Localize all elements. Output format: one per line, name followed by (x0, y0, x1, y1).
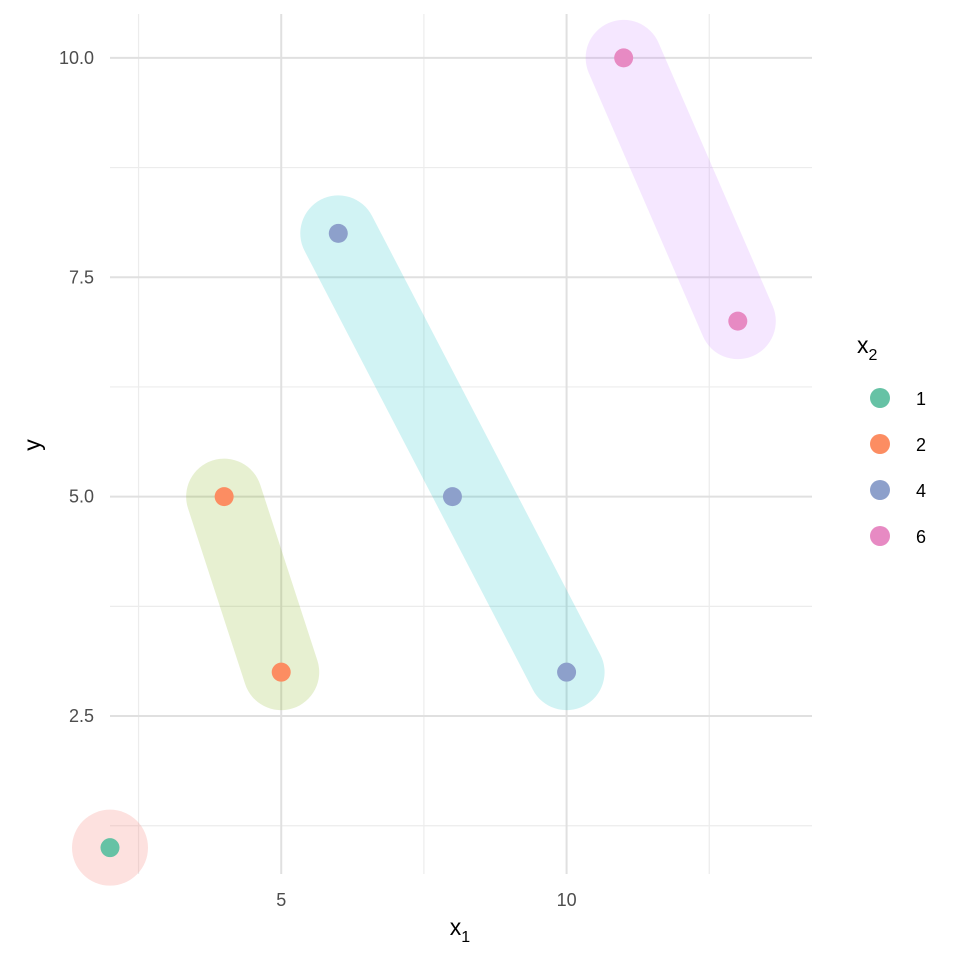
data-point-group-4 (557, 662, 577, 682)
y-tick-label: 7.5 (69, 267, 94, 287)
legend-key-1 (870, 388, 890, 408)
hull-group-2 (186, 458, 320, 711)
data-point-group-6 (728, 311, 748, 331)
legend-key-2 (870, 434, 890, 454)
y-tick-label: 10.0 (59, 48, 94, 68)
minor-gridlines (110, 14, 812, 874)
x-axis-ticks: 5 10 (276, 890, 576, 910)
y-tick-label: 2.5 (69, 706, 94, 726)
x-axis-title: x1 (450, 914, 471, 946)
legend-label-1: 1 (916, 389, 926, 409)
legend-label-6: 6 (916, 527, 926, 547)
data-points (100, 48, 748, 858)
x-tick-label: 5 (276, 890, 286, 910)
hull-group-6 (585, 19, 776, 360)
group-hulls (72, 19, 776, 886)
legend-label-2: 2 (916, 435, 926, 455)
data-point-group-2 (271, 662, 291, 682)
data-point-group-4 (328, 223, 348, 243)
legend-title: x2 (857, 332, 878, 364)
legend-key-4 (870, 480, 890, 500)
legend-title-main: x (857, 332, 869, 358)
legend-title-subscript: 2 (869, 347, 878, 364)
y-axis-ticks: 2.5 5.0 7.5 10.0 (59, 48, 94, 726)
y-axis-title: y (19, 439, 45, 451)
x-tick-label: 10 (557, 890, 577, 910)
data-point-group-6 (614, 48, 634, 68)
data-point-group-4 (442, 487, 462, 507)
legend-key-6 (870, 526, 890, 546)
y-tick-label: 5.0 (69, 487, 94, 507)
data-point-group-2 (214, 487, 234, 507)
hull-group-4 (300, 195, 605, 711)
data-point-group-1 (100, 838, 120, 858)
x-axis-title-subscript: 1 (461, 929, 470, 946)
x-axis-title-main: x (450, 914, 462, 940)
legend-entries: 1 2 4 6 (870, 388, 926, 547)
legend-label-4: 4 (916, 481, 926, 501)
